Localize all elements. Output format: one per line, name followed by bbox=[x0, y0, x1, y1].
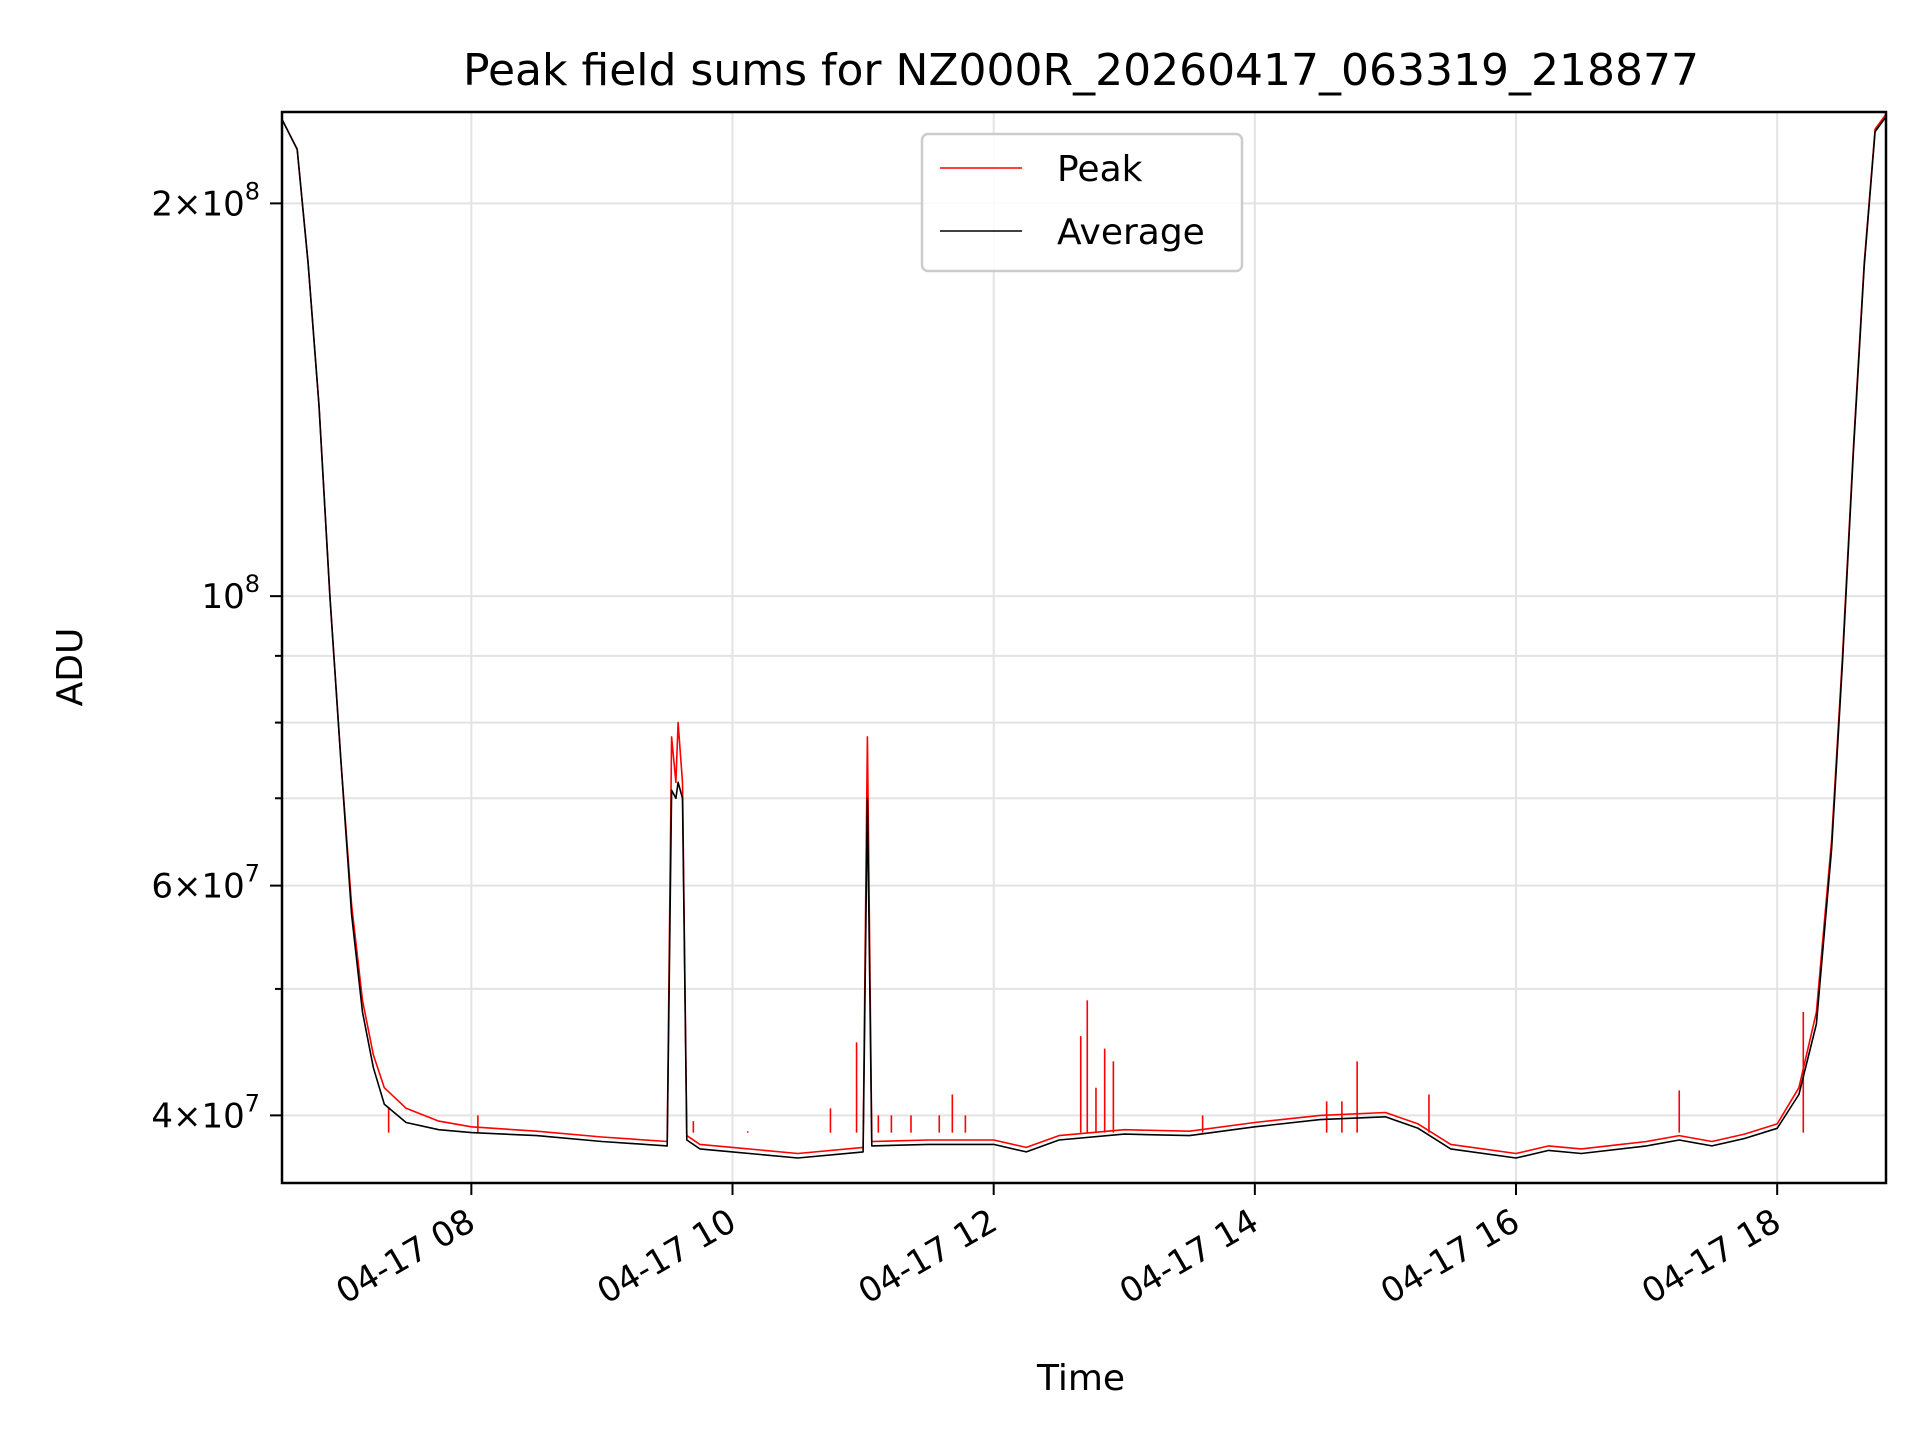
grid bbox=[282, 112, 1886, 1183]
y-tick-label: 4×107 bbox=[151, 1089, 260, 1136]
x-axis-label: Time bbox=[1036, 1358, 1125, 1399]
plot-series bbox=[281, 113, 1887, 1159]
x-tick-label: 04-17 16 bbox=[1374, 1201, 1526, 1312]
y-tick-label: 6×107 bbox=[151, 860, 260, 907]
series-line-average bbox=[281, 116, 1887, 1159]
x-tick-label: 04-17 08 bbox=[329, 1201, 481, 1312]
legend: Peak Average bbox=[920, 132, 1244, 273]
y-tick-label: 2×108 bbox=[151, 177, 260, 224]
legend-label-peak: Peak bbox=[1057, 149, 1143, 190]
plot-frame bbox=[280, 110, 1888, 1185]
x-tick-label: 04-17 10 bbox=[591, 1201, 743, 1312]
y-axis-label: ADU bbox=[50, 628, 91, 707]
y-tick-label: 108 bbox=[201, 570, 260, 617]
x-tick-label: 04-17 18 bbox=[1635, 1201, 1787, 1312]
x-tick-label: 04-17 12 bbox=[852, 1201, 1004, 1312]
series-line-peak bbox=[281, 113, 1887, 1155]
x-tick-label: 04-17 14 bbox=[1113, 1201, 1265, 1312]
axis-ticks: 4×107 6×107 108 2×108 04-17 08 04-17 10 04-17 … bbox=[151, 177, 1787, 1312]
chart-title: Peak field sums for NZ000R_20260417_0633… bbox=[463, 45, 1699, 96]
legend-label-average: Average bbox=[1057, 212, 1205, 253]
